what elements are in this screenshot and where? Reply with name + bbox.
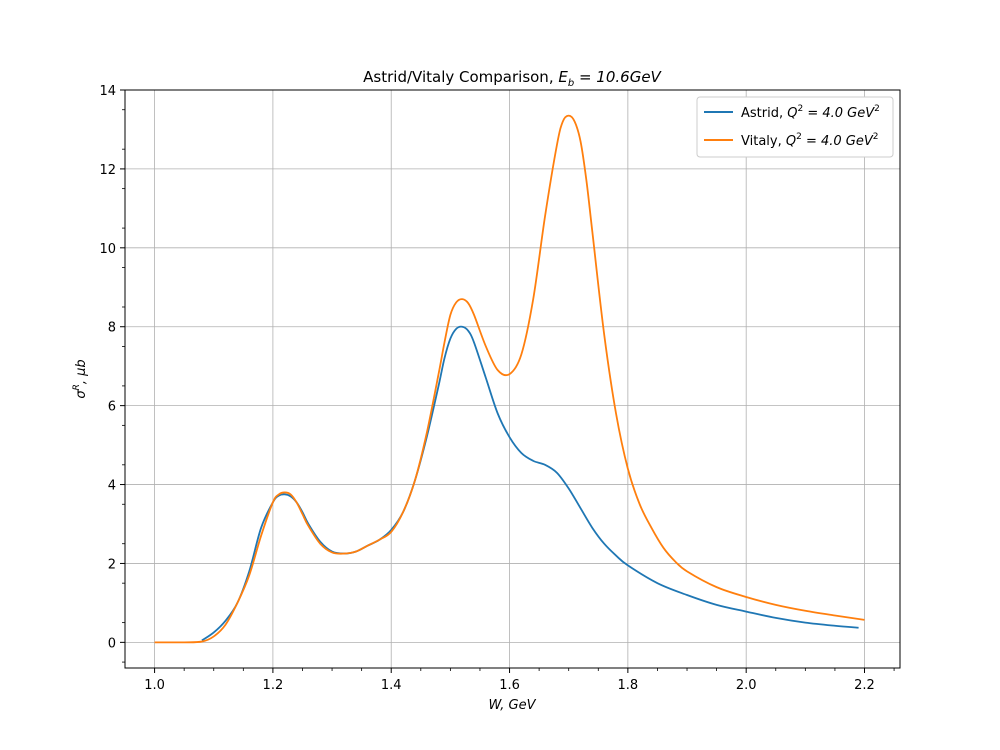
y-axis-label: σR, μb [72,359,89,398]
y-tick-label: 10 [99,242,116,257]
legend-label-vitaly: Vitaly, Q2 = 4.0 GeV2 [741,132,879,149]
series-group [154,114,865,644]
x-axis-label: W, GeV [488,698,536,713]
ticks: 1.0 1.2 1.4 1.6 1.8 2.0 2.2 0 2 4 6 8 10 12 14 [99,84,895,693]
x-tick-label: 1.8 [618,678,639,693]
legend-label-astrid: Astrid, Q2 = 4.0 GeV2 [741,104,880,121]
legend: Astrid, Q2 = 4.0 GeV2 Vitaly, Q2 = 4.0 G… [696,96,894,158]
plot-area-frame [124,89,901,669]
series-line-vitaly [154,114,865,644]
chart-title: Astrid/Vitaly Comparison, Eb = 10.6GeV [363,68,662,89]
y-tick-label: 4 [108,479,116,494]
x-tick-label: 2.2 [854,678,875,693]
x-tick-label: 1.6 [499,678,520,693]
x-tick-label: 1.4 [381,678,402,693]
y-tick-label: 14 [99,84,116,99]
legend-box [696,96,894,158]
x-tick-label: 1.2 [263,678,284,693]
y-tick-label: 8 [108,321,116,336]
y-tick-label: 0 [108,636,116,651]
series-line-astrid [201,325,859,642]
x-tick-label: 1.0 [144,678,165,693]
x-tick-label: 2.0 [736,678,757,693]
y-tick-label: 6 [108,400,116,415]
y-tick-label: 2 [108,557,116,572]
y-tick-label: 12 [99,163,116,178]
